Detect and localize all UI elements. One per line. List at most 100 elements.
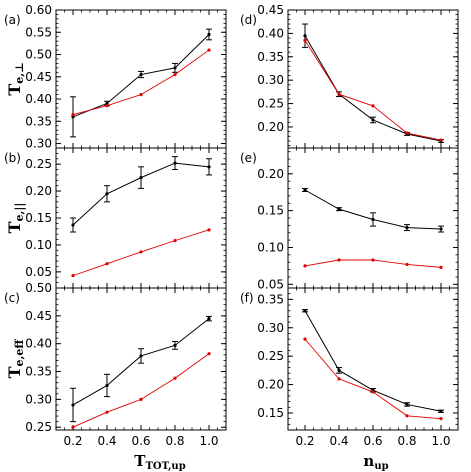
data-point [405,262,409,267]
y-tick-label: 0.40 [25,92,52,106]
y-tick-label: 0.20 [257,378,284,392]
y-tick-label: 0.15 [257,406,284,420]
y-tick-label: 0.35 [257,50,284,64]
y-tick-label: 0.20 [257,167,284,181]
data-point [371,258,375,262]
y-tick-label: 0.30 [257,321,284,335]
data-point [337,377,341,381]
y-tick-label: 0.05 [257,277,284,291]
series-line-red [72,49,210,116]
y-axis-title: Te,eff [5,339,26,379]
y-tick-label: 0.20 [25,184,52,198]
panel-label: (a) [4,13,21,27]
data-point [105,192,109,196]
data-point [71,115,75,119]
data-point [207,228,211,232]
y-tick-label: 0.50 [25,48,52,62]
data-point [337,92,341,96]
data-point [371,118,375,122]
y-tick-label: 0.25 [25,157,52,171]
data-point [371,217,375,222]
data-point [303,38,307,43]
panel-label: (c) [4,291,20,305]
data-point [337,258,341,262]
data-point [71,274,75,278]
y-tick-label: 0.55 [25,25,52,39]
plot-frame [287,287,459,431]
data-point [303,337,307,341]
y-tick-label: 0.25 [25,420,52,434]
data-point [439,227,443,231]
y-tick-label: 0.60 [25,3,52,17]
data-point [71,403,75,407]
x-tick-label: 0.2 [295,434,314,448]
data-point [207,48,211,52]
x-tick-label: 1.0 [431,434,450,448]
x-tick-label: 0.4 [329,434,348,448]
data-point [71,425,75,429]
plot-frame [55,9,227,149]
panel-d: 0.20 0.25 0.30 0.35 0.40 0.45(d) [240,3,459,149]
x-tick-label: 0.2 [63,434,82,448]
x-tick-label: 0.6 [131,434,150,448]
data-point [105,104,109,108]
y-tick-label: 0.25 [257,349,284,363]
series-line-red [72,353,210,428]
y-axis-title: Te,⊥ [5,62,26,95]
y-tick-label: 0.30 [257,73,284,87]
panel-label: (b) [4,151,21,165]
data-point [139,397,143,401]
y-tick-label: 0.40 [25,337,52,351]
x-axis-title-right: nup [363,452,388,472]
data-point [207,165,211,169]
panel-label: (e) [240,151,257,165]
data-point [139,250,143,254]
y-axis-title: Te,|| [5,203,26,234]
data-point [371,390,375,394]
panel-label: (d) [240,13,257,27]
x-axis-title-left: TTOT,up [134,452,185,472]
y-tick-label: 0.35 [25,365,52,379]
y-tick-label: 0.05 [25,265,52,279]
data-point [439,138,443,142]
data-point [71,223,75,227]
data-point [173,72,177,77]
data-point [303,264,307,268]
data-point [303,188,307,192]
y-tick-label: 0.10 [25,238,52,252]
data-point [71,113,75,117]
x-tick-label: 0.8 [165,434,184,448]
data-point [439,265,443,269]
data-point [139,176,143,180]
data-point [371,104,375,108]
series-line-black [304,310,442,412]
data-point [173,161,177,165]
series-line-red [304,40,442,141]
x-tick-label: 0.8 [397,434,416,448]
y-tick-label: 0.50 [25,281,52,295]
data-point [105,410,109,414]
data-point [173,239,177,243]
data-point [405,131,409,135]
data-point [337,207,341,211]
panels-group: 0.300.350.400.450.500.550.60(a)Te,⊥0.050… [4,3,459,448]
y-tick-label: 0.40 [257,26,284,40]
data-point [207,317,211,321]
data-point [439,409,443,413]
panel-a: 0.30 0.35 0.40 0.45 0.50 0.55 0.60 (a) Te,⊥ [4,3,227,151]
data-point [105,383,109,388]
data-point [105,101,109,106]
x-tick-label: 0.4 [97,434,116,448]
y-tick-label: 0.35 [257,292,284,306]
data-point [337,368,341,372]
y-tick-label: 0.10 [257,240,284,254]
plot-frame [287,9,459,149]
panel-f: 0.15 0.20 0.25 0.30 0.35 0.2 0.4 0.6 0.8 1.0 (f) [240,287,459,448]
panel-b: 0.05 0.10 0.15 0.20 0.25 (b) Te,|| [4,147,227,289]
y-tick-label: 0.30 [25,137,52,151]
y-tick-label: 0.20 [257,120,284,134]
series-line-black [304,35,442,142]
y-tick-label: 0.35 [25,114,52,128]
data-point [303,34,307,38]
data-point [173,66,177,70]
